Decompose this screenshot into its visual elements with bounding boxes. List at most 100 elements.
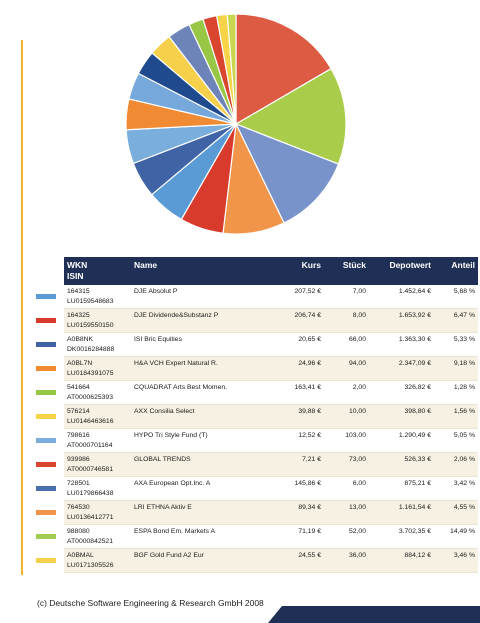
cell-wkn: A0B8NK: [67, 336, 94, 343]
cell-anteil: 3,42 %: [453, 480, 475, 487]
table-row-isin: DK0016284888: [64, 345, 478, 357]
col-kurs: Kurs: [274, 257, 324, 285]
cell-anteil: 4,55 %: [434, 500, 478, 513]
table-row-isin: AT0000701164: [64, 441, 478, 453]
cell-kurs: 24,96 €: [274, 356, 324, 369]
cell-isin: AT0000746581: [64, 465, 131, 477]
col-depotwert: Depotwert: [369, 257, 434, 285]
table-row-isin: LU0136412771: [64, 513, 478, 525]
cell-depotwert: 3.702,35 €: [398, 528, 431, 535]
cell-name: H&A VCH Expert Natural R.: [131, 356, 274, 369]
pie-slice: [234, 122, 340, 224]
cell-isin: LU0136412771: [64, 513, 131, 525]
table-row-isin: LU0146463616: [64, 417, 478, 429]
cell-isin: LU0171305526: [64, 561, 131, 573]
legend-swatch: [36, 365, 56, 371]
cell-stueck: 8,00: [324, 308, 369, 321]
cell-kurs: 7,21 €: [274, 452, 324, 465]
legend-swatch: [36, 294, 56, 299]
cell-stueck: 7,00: [352, 288, 366, 295]
cell-depotwert: 1.452,64 €: [398, 288, 431, 295]
cell-name: AXA European Opt.Inc. A: [134, 480, 211, 487]
cell-wkn: 764530: [64, 500, 131, 513]
cell-isin: LU0159550150: [64, 321, 131, 333]
cell-anteil: 5,33 %: [453, 336, 475, 343]
cell-wkn: 798616: [67, 432, 90, 439]
cell-stueck: 13,00: [324, 500, 369, 513]
legend-swatch: [36, 389, 56, 395]
cell-name: DJE Absolut P: [134, 288, 178, 295]
cell-kurs: 20,65 €: [298, 336, 321, 343]
cell-wkn: 728501: [67, 480, 90, 487]
cell-wkn: A0BL7N: [64, 356, 131, 369]
table-row: 728501 AXA European Opt.Inc. A 145,86 € 6,0…: [64, 477, 478, 490]
cell-kurs: 39,88 €: [274, 404, 324, 417]
col-name: Name: [131, 257, 274, 285]
legend-swatch: [36, 437, 56, 443]
legend-swatch: [36, 317, 56, 323]
copyright-text: (c) Deutsche Software Engineering & Rese…: [37, 598, 264, 608]
table-header-row: WKN ISIN Name Kurs Stück Depotwert Anteil: [64, 257, 478, 285]
cell-anteil: 2,06 %: [434, 452, 478, 465]
cell-stueck: 73,00: [324, 452, 369, 465]
cell-isin: AT0000625393: [64, 393, 131, 405]
cell-isin: LU0159548683: [64, 297, 131, 309]
col-wkn-isin: WKN ISIN: [64, 257, 131, 285]
cell-wkn: 164325: [64, 308, 131, 321]
cell-depotwert: 1.161,54 €: [369, 500, 434, 513]
table-row: 164315 DJE Absolut P 207,52 € 7,00 1.452,64 …: [64, 285, 478, 297]
cell-anteil: 6,47 %: [434, 308, 478, 321]
cell-isin: AT0000842521: [64, 537, 131, 549]
pie-svg: [125, 13, 347, 235]
cell-name: ISI Bric Equities: [134, 336, 182, 343]
pie-slice: [235, 13, 332, 126]
cell-isin: DK0016284888: [64, 345, 131, 357]
cell-name: HYPO Tri Style Fund (T): [134, 432, 208, 439]
legend-swatch: [36, 461, 56, 467]
cell-depotwert: 1.363,30 €: [398, 336, 431, 343]
cell-wkn: 541664: [67, 384, 90, 391]
col-stueck: Stück: [324, 257, 369, 285]
cell-kurs: 207,52 €: [294, 288, 321, 295]
footer-bar: [0, 606, 480, 623]
col-anteil: Anteil: [434, 257, 478, 285]
cell-kurs: 163,41 €: [294, 384, 321, 391]
table-row: 798616 HYPO Tri Style Fund (T) 12,52 € 103,…: [64, 429, 478, 442]
cell-depotwert: 884,12 €: [369, 548, 434, 561]
table-row-isin: AT0000746581: [64, 465, 478, 477]
table-row-isin: LU0159550150: [64, 321, 478, 333]
cell-kurs: 89,34 €: [274, 500, 324, 513]
cell-kurs: 145,86 €: [294, 480, 321, 487]
table-row-isin: AT0000625393: [64, 393, 478, 405]
cell-wkn: 939986: [64, 452, 131, 465]
cell-kurs: 12,52 €: [298, 432, 321, 439]
table-row: 576214 AXX Consilia Select 39,88 €10,00 398…: [64, 404, 478, 417]
holdings-table: WKN ISIN Name Kurs Stück Depotwert Anteil…: [64, 257, 478, 573]
cell-kurs: 206,74 €: [274, 308, 324, 321]
table-row: 541664 CQUADRAT Arts Best Momen. 163,41 € 2…: [64, 381, 478, 394]
cell-stueck: 103,00: [345, 432, 366, 439]
cell-isin: LU0184391075: [64, 369, 131, 381]
cell-anteil: 3,46 %: [434, 548, 478, 561]
cell-anteil: 9,18 %: [434, 356, 478, 369]
cell-name: DJE Dividende&Substanz P: [131, 308, 274, 321]
cell-stueck: 2,00: [352, 384, 366, 391]
cell-depotwert: 526,33 €: [369, 452, 434, 465]
table-row-isin: LU0171305526: [64, 561, 478, 573]
table-row: A0B8NK ISI Bric Equities 20,65 € 66,00 1.363…: [64, 333, 478, 346]
legend-swatch: [36, 485, 56, 491]
cell-name: CQUADRAT Arts Best Momen.: [134, 384, 228, 391]
cell-anteil: 5,05 %: [453, 432, 475, 439]
table-row: 939986 GLOBAL TRENDS 7,21 €73,00 526,33 €2,…: [64, 452, 478, 465]
cell-anteil: 14,49 %: [450, 528, 475, 535]
cell-anteil: 1,56 %: [434, 404, 478, 417]
cell-depotwert: 398,80 €: [369, 404, 434, 417]
table-row-isin: LU0179866438: [64, 489, 478, 501]
cell-depotwert: 875,21 €: [404, 480, 431, 487]
cell-anteil: 5,68 %: [453, 288, 475, 295]
allocation-pie-chart: [120, 8, 352, 240]
cell-name: LRI ETHNA Aktiv E: [131, 500, 274, 513]
cell-stueck: 10,00: [324, 404, 369, 417]
cell-stueck: 52,00: [348, 528, 366, 535]
cell-name: BGF Gold Fund A2 Eur: [131, 548, 274, 561]
